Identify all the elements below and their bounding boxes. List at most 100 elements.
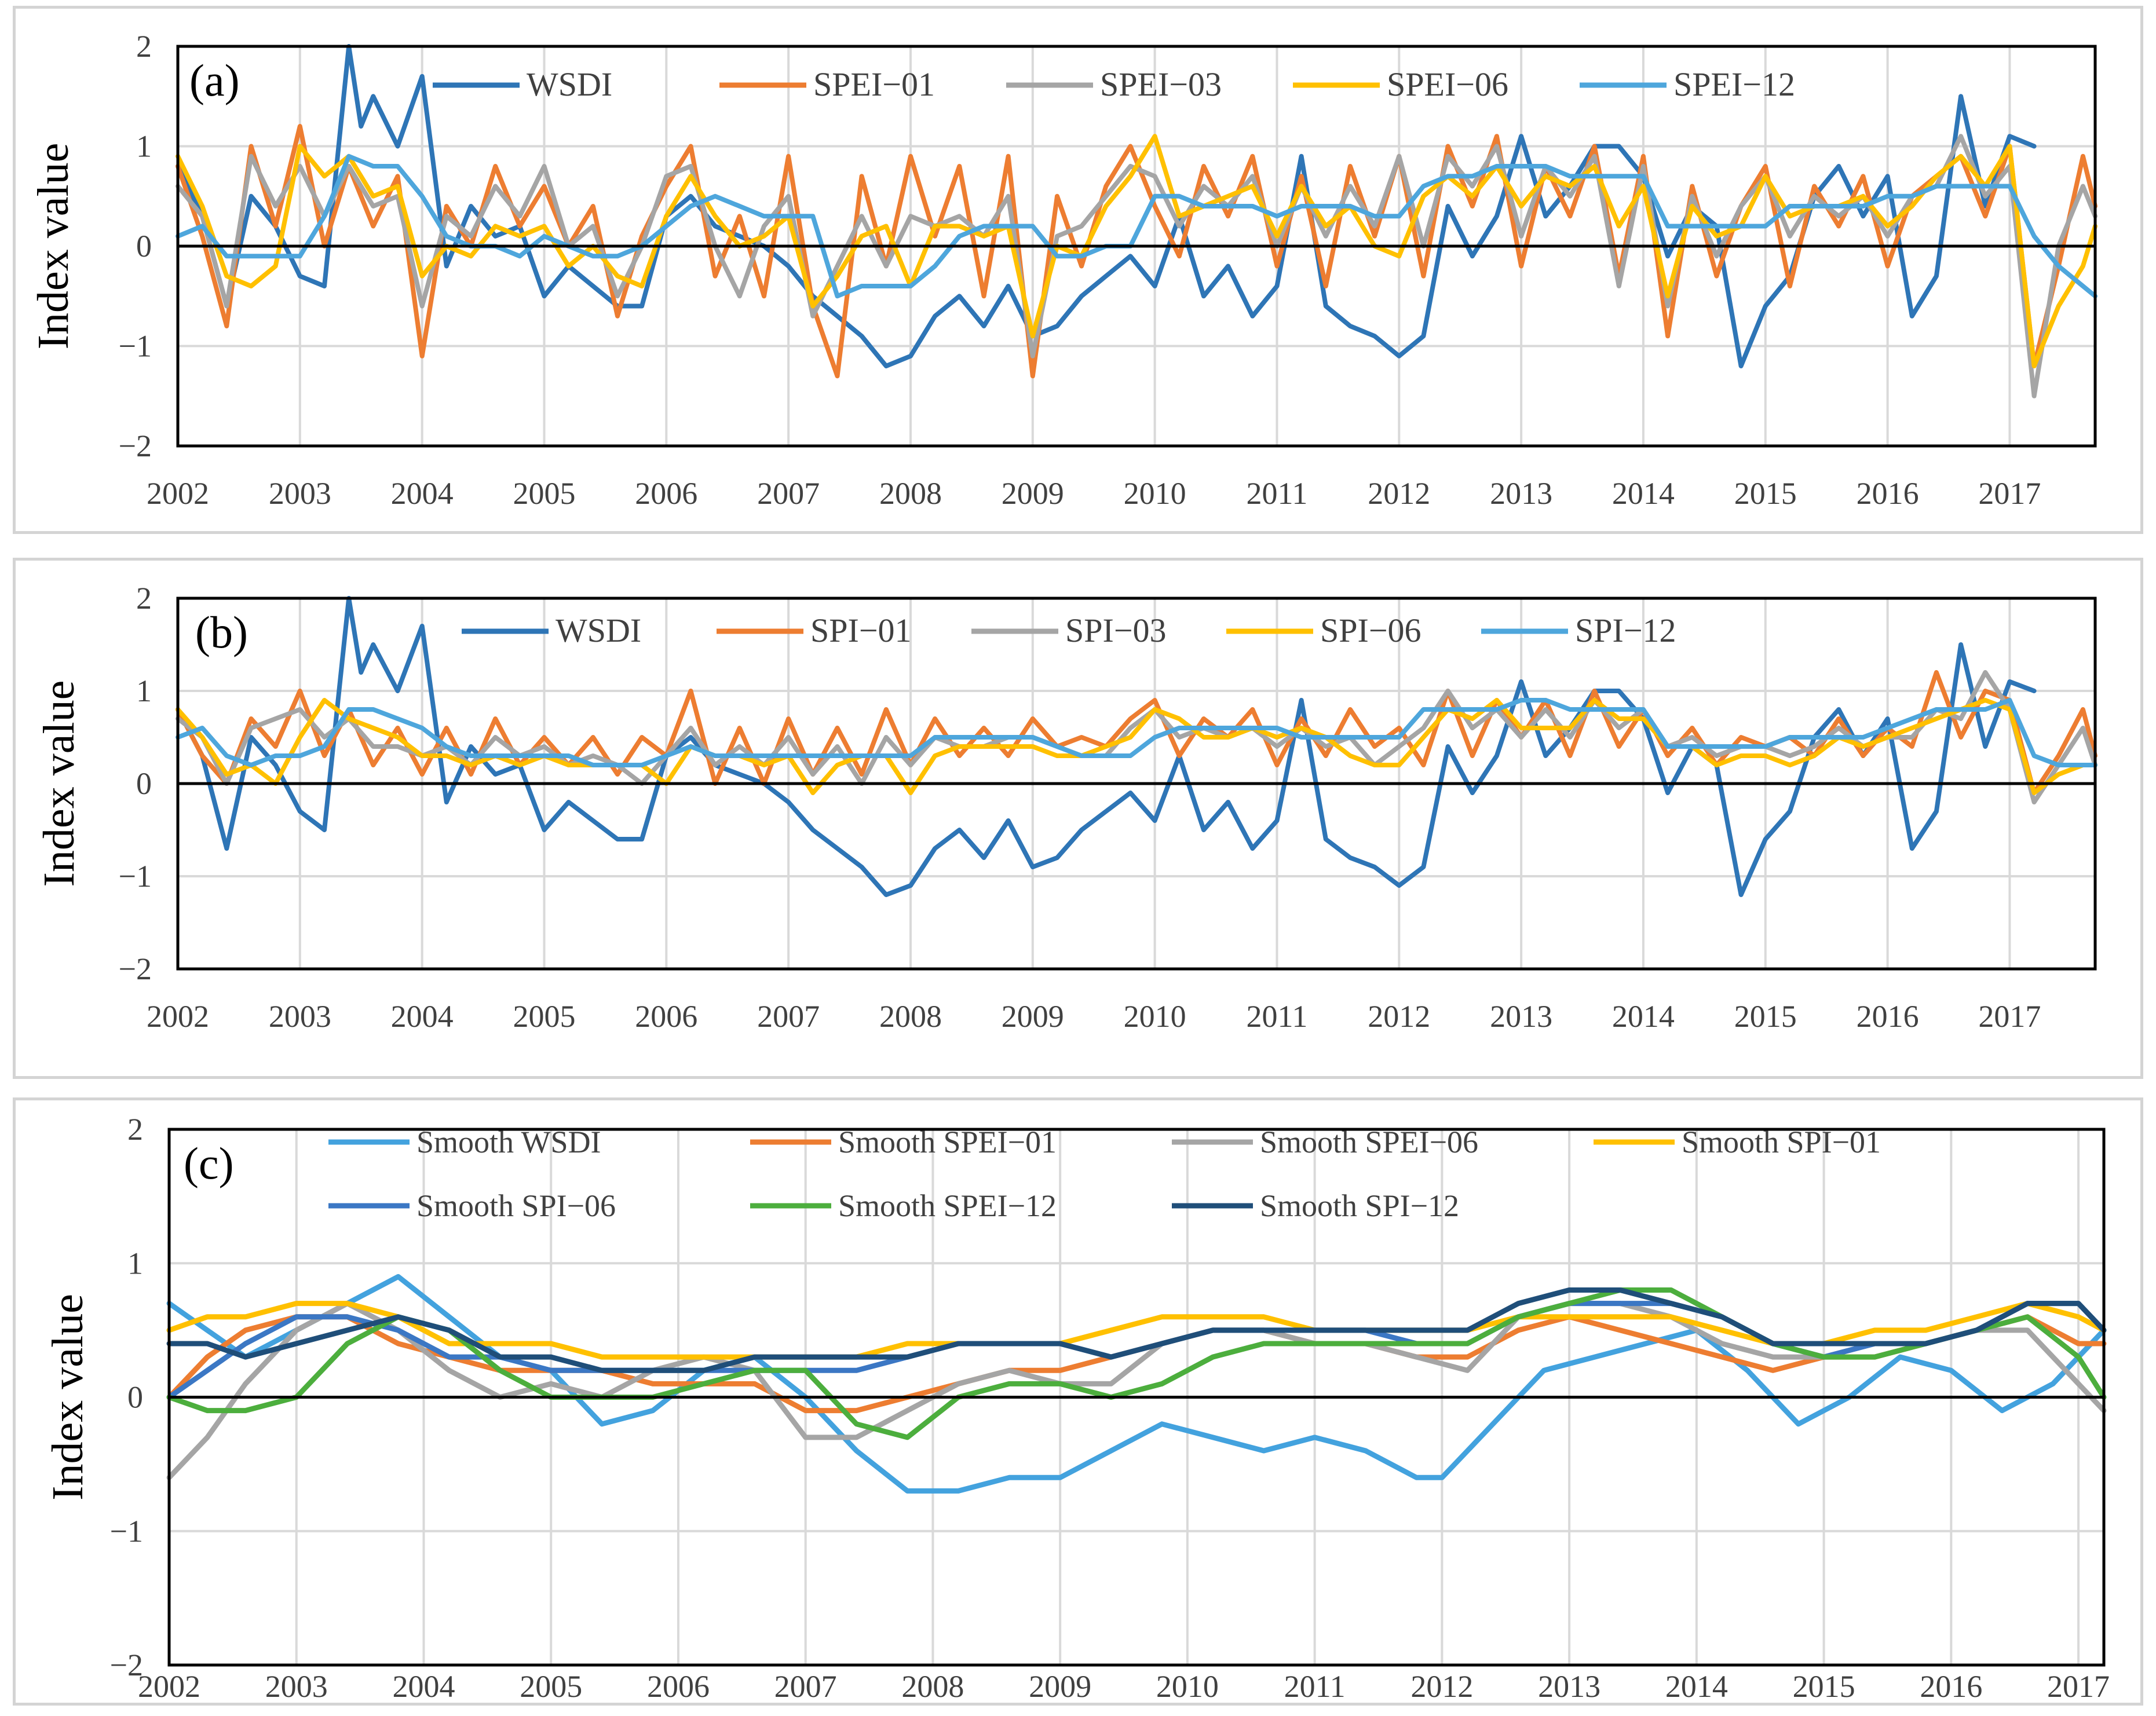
y-tick-label: −1	[119, 329, 152, 364]
y-tick-label: 0	[127, 1380, 143, 1415]
y-axis-label: Index value	[43, 1294, 92, 1501]
legend-entry: WSDI	[556, 612, 641, 649]
y-axis-label: Index value	[35, 680, 83, 887]
y-tick-label: −1	[110, 1514, 143, 1549]
chart-panel-a: 2002 2003 2004 2005 2006 2007 2008 2009 2010 2011…	[13, 6, 2143, 534]
chart-c-svg: 2002 2003 2004 2005 2006 2007 2008 2009 2010 2011…	[43, 1112, 2110, 1703]
series-line-2	[176, 134, 2097, 398]
x-tick-label: 2013	[1490, 999, 1552, 1034]
chart-panel-c: 2002 2003 2004 2005 2006 2007 2008 2009 2010 2011…	[13, 1097, 2143, 1706]
x-tick-label: 2002	[147, 999, 209, 1034]
x-tick-label: 2011	[1246, 476, 1307, 511]
plot-border	[167, 1128, 2106, 1667]
x-tick-label: 2016	[1857, 476, 1919, 511]
x-tick-label: 2005	[513, 999, 575, 1034]
y-axis-label: Index value	[29, 143, 78, 350]
y-tick-label: 1	[136, 129, 152, 164]
x-tick-label: 2017	[1978, 999, 2041, 1034]
x-tick-label: 2008	[879, 476, 942, 511]
y-tick-label: 2	[136, 581, 152, 616]
legend-entry: SPI−06	[1320, 612, 1422, 649]
y-tick-label: −2	[119, 952, 152, 986]
x-tick-label: 2003	[269, 476, 331, 511]
y-tick-label: 0	[136, 766, 152, 801]
plot-border	[176, 597, 2097, 971]
x-tick-label: 2016	[1920, 1669, 1982, 1703]
y-tick-label: −2	[119, 429, 152, 463]
legend-entry: SPEI−01	[813, 65, 935, 103]
legend-entry: Smooth SPEI−01	[838, 1125, 1057, 1159]
x-tick-label: 2013	[1490, 476, 1552, 511]
chart-b-svg: 2002 2003 2004 2005 2006 2007 2008 2009 2010 2011…	[35, 581, 2097, 1034]
series-line-0	[166, 1274, 2107, 1494]
x-tick-label: 2003	[265, 1669, 328, 1703]
x-tick-label: 2008	[879, 999, 942, 1034]
x-tick-label: 2011	[1246, 999, 1307, 1034]
x-tick-label: 2009	[1002, 999, 1064, 1034]
x-tick-label: 2017	[1978, 476, 2041, 511]
y-tick-label: −1	[119, 859, 152, 894]
x-tick-label: 2007	[774, 1669, 837, 1703]
x-tick-label: 2014	[1612, 476, 1675, 511]
legend-entry: Smooth WSDI	[416, 1125, 601, 1159]
chart-a-svg: 2002 2003 2004 2005 2006 2007 2008 2009 2010 2011…	[29, 29, 2097, 511]
y-tick-label: 1	[127, 1246, 143, 1280]
x-tick-label: 2006	[635, 999, 697, 1034]
legend-entry: SPI−03	[1065, 612, 1167, 649]
y-tick-label: 1	[136, 674, 152, 708]
series-line-1	[176, 124, 2097, 379]
x-tick-label: 2004	[392, 1669, 455, 1703]
legend-entry: Smooth SPEI−06	[1260, 1125, 1478, 1159]
y-tick-label: 2	[127, 1112, 143, 1147]
legend-entry: SPEI−12	[1673, 65, 1795, 103]
legend-entry: Smooth SPI−12	[1260, 1188, 1459, 1223]
x-tick-label: 2015	[1793, 1669, 1855, 1703]
x-tick-label: 2005	[513, 476, 575, 511]
x-tick-label: 2010	[1124, 476, 1186, 511]
legend-entry: WSDI	[527, 65, 612, 103]
series-line-4	[176, 698, 2097, 767]
series-line-4	[176, 153, 2097, 299]
panel-label: (b)	[195, 607, 248, 657]
x-tick-label: 2012	[1410, 1669, 1473, 1703]
series-line-5	[166, 1287, 2107, 1440]
legend-entry: Smooth SPI−01	[1682, 1125, 1881, 1159]
legend-entry: SPI−12	[1575, 612, 1676, 649]
x-tick-label: 2017	[2047, 1669, 2110, 1703]
x-tick-label: 2008	[901, 1669, 964, 1703]
x-tick-label: 2013	[1538, 1669, 1600, 1703]
legend-entry: Smooth SPI−06	[416, 1188, 616, 1223]
legend-entry: SPI−01	[810, 612, 912, 649]
x-tick-label: 2006	[647, 1669, 710, 1703]
x-tick-label: 2009	[1002, 476, 1064, 511]
legend-entry: SPEI−03	[1100, 65, 1222, 103]
x-tick-label: 2016	[1857, 999, 1919, 1034]
plot-border	[176, 45, 2097, 448]
series-line-2	[166, 1301, 2107, 1480]
x-tick-label: 2007	[757, 476, 820, 511]
x-tick-label: 2010	[1156, 1669, 1219, 1703]
x-tick-label: 2012	[1368, 476, 1430, 511]
x-tick-label: 2014	[1665, 1669, 1728, 1703]
x-tick-label: 2005	[520, 1669, 582, 1703]
x-tick-label: 2003	[269, 999, 331, 1034]
y-tick-label: −2	[110, 1648, 143, 1682]
series-line-2	[176, 670, 2097, 804]
x-tick-label: 2014	[1612, 999, 1675, 1034]
x-tick-label: 2007	[757, 999, 820, 1034]
x-tick-label: 2004	[391, 476, 454, 511]
x-tick-label: 2002	[147, 476, 209, 511]
legend-entry: SPEI−06	[1387, 65, 1508, 103]
legend-entry: Smooth SPEI−12	[838, 1188, 1057, 1223]
x-tick-label: 2004	[391, 999, 454, 1034]
series-line-3	[176, 134, 2097, 368]
panel-label: (c)	[184, 1138, 234, 1188]
x-tick-label: 2015	[1734, 999, 1797, 1034]
x-tick-label: 2009	[1029, 1669, 1091, 1703]
y-tick-label: 0	[136, 229, 152, 264]
y-tick-label: 2	[136, 29, 152, 64]
x-tick-label: 2015	[1734, 476, 1797, 511]
series-line-6	[166, 1287, 2107, 1373]
panel-label: (a)	[189, 55, 240, 105]
x-tick-label: 2002	[138, 1669, 200, 1703]
